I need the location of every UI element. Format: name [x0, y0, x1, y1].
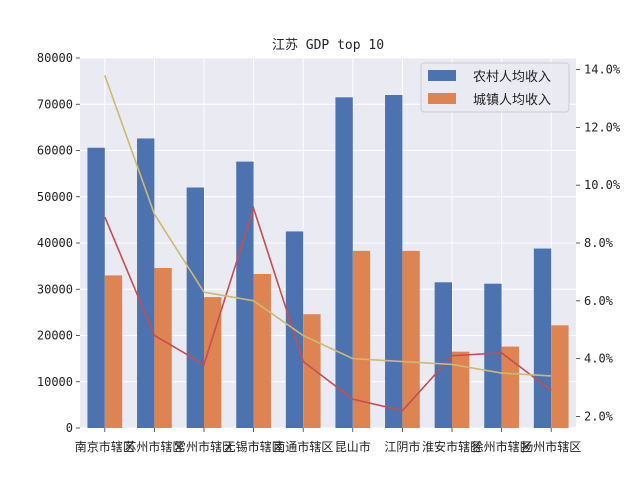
- bar-rural: [434, 282, 452, 428]
- x-tick-label: 南通市辖区: [273, 439, 333, 454]
- y-tick-label: 50000: [37, 190, 73, 204]
- bar-urban: [501, 346, 519, 428]
- bar-urban: [352, 250, 371, 428]
- y-tick-label: 70000: [37, 97, 73, 111]
- bar-rural: [533, 248, 552, 428]
- bar-rural: [484, 283, 502, 428]
- x-tick-label: 江阴市: [384, 439, 420, 454]
- legend-label: 农村人均收入: [473, 70, 551, 85]
- bar-rural: [87, 147, 105, 428]
- x-tick-label: 昆山市: [335, 439, 371, 454]
- y2-tick-label: 8.0%: [584, 236, 614, 250]
- bar-rural: [335, 97, 353, 428]
- y2-tick-label: 10.0%: [584, 178, 621, 192]
- y-tick-label: 40000: [37, 236, 73, 250]
- lines: [104, 75, 552, 412]
- x-tick-label: 扬州市辖区: [521, 439, 581, 454]
- bar-urban: [402, 250, 420, 428]
- bar-rural: [186, 187, 204, 428]
- y2-tick-label: 2.0%: [584, 409, 614, 423]
- bar-urban: [204, 297, 222, 428]
- x-tick-label: 徐州市辖区: [472, 439, 532, 454]
- line-series-2: [104, 75, 552, 377]
- bar-urban: [154, 267, 172, 428]
- chart-title: 江苏 GDP top 10: [272, 37, 384, 53]
- x-tick-label: 淮安市辖区: [422, 439, 482, 454]
- bar-rural: [236, 161, 254, 428]
- x-tick-label: 无锡市辖区: [224, 439, 284, 454]
- y-tick-label: 0: [66, 421, 73, 435]
- y-tick-label: 10000: [37, 375, 73, 389]
- bar-urban: [104, 275, 123, 428]
- bar-urban: [452, 351, 470, 428]
- y2-tick-label: 6.0%: [584, 294, 614, 308]
- x-tick-label: 常州市辖区: [174, 439, 234, 454]
- x-tick-label: 苏州市辖区: [124, 439, 184, 454]
- y2-tick-label: 12.0%: [584, 120, 621, 134]
- y-tick-label: 80000: [37, 51, 73, 65]
- bar-urban: [303, 314, 321, 428]
- y-tick-label: 20000: [37, 329, 73, 343]
- y-tick-label: 30000: [37, 282, 73, 296]
- y-tick-label: 60000: [37, 144, 73, 158]
- y-axis-right: 2.0% 4.0% 6.0% 8.0% 10.0% 12.0% 14.0%: [576, 63, 621, 423]
- y2-tick-label: 4.0%: [584, 352, 614, 366]
- y2-tick-label: 14.0%: [584, 63, 621, 77]
- bar-rural: [137, 138, 155, 428]
- legend-label: 城镇人均收入: [473, 93, 551, 108]
- legend-swatch: [428, 70, 456, 81]
- x-tick-label: 南京市辖区: [75, 439, 135, 454]
- bar-rural: [385, 95, 403, 428]
- legend-swatch: [428, 93, 456, 104]
- bar-urban: [253, 273, 271, 428]
- legend-box: [420, 62, 570, 113]
- bar-urban: [551, 325, 569, 428]
- y-axis-left: 0 10000 20000 30000 40000 50000 60000 70000 8000…: [37, 51, 80, 435]
- line-series-1: [104, 205, 552, 412]
